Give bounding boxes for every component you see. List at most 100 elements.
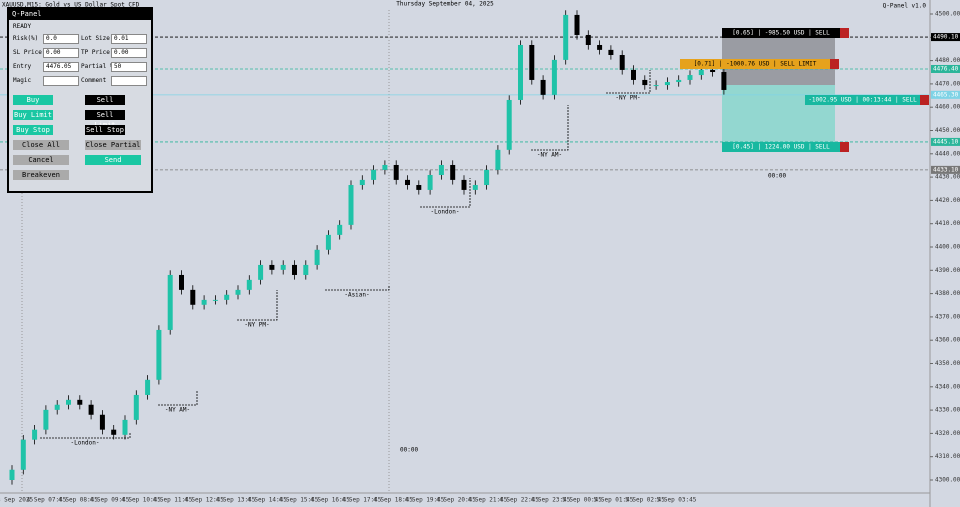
day-marker: 00:00 [768,173,786,180]
candle-body [66,399,71,405]
x-tick-label: 5 Sep 01:45 [594,497,634,504]
field-input[interactable]: 0.00 [43,48,79,58]
y-tick-label: 4480.00 [935,57,960,64]
candle-body [529,44,535,80]
candle-body [337,224,343,235]
field-label: Magic [13,77,32,84]
candle-body [382,164,388,170]
field-input[interactable]: 4476.05 [43,62,79,72]
session-label: -NY AM- [165,407,190,414]
x-tick-label: 4 Sep 10:45 [121,497,161,504]
y-tick-label: 4400.00 [935,244,960,251]
candle-body [325,234,331,250]
candle-body [721,72,727,90]
panel-button[interactable]: Sell Stop [85,125,125,135]
candle-body [77,399,83,405]
y-tick-label: 4340.00 [935,383,960,390]
candle-body [461,179,467,190]
close-trade[interactable] [840,28,849,38]
candle-body [224,294,230,300]
price-tag-label: 4445.10 [933,138,959,145]
candle-body [9,469,15,480]
candle-body [551,59,557,95]
session-label: -London- [71,440,100,447]
panel-button[interactable]: Close Partial [85,140,141,150]
q-panel: Q-Panel READY Risk(%) 0.0 Lot Size 0.01 SL P… [7,7,153,193]
day-marker: 00:00 [400,447,418,454]
x-tick-label: 5 Sep 02:45 [625,497,665,504]
y-tick-label: 4410.00 [935,220,960,227]
x-tick-label: 4 Sep 13:45 [216,497,256,504]
candle-body [54,404,60,410]
x-tick-label: 4 Sep 22:45 [499,497,539,504]
field-input[interactable] [43,76,79,86]
panel-button[interactable]: Sell Limit [85,110,125,129]
x-tick-label: 4 Sep 11:45 [153,497,193,504]
candle-body [393,164,399,180]
candle-body [88,404,94,415]
session-label: -NY PM- [615,95,640,102]
panel-button[interactable]: Send [85,155,141,165]
field-input[interactable]: 0.01 [111,34,147,44]
panel-button[interactable]: Buy [13,95,53,105]
panel-button[interactable]: Close All [13,140,69,150]
x-tick-label: 5 Sep 00:45 [562,497,602,504]
symbol-title: XAUUSD,M15: Gold vs US Dollar Spot CFD [2,2,140,9]
price-tag-label: 4490.10 [933,34,959,41]
indicator-name: Q-Panel v1.0 [883,3,927,10]
price-tag [931,33,960,42]
candle-body [269,264,275,270]
x-tick-label: 4 Sep 20:45 [436,497,476,504]
price-tag [931,90,960,99]
field-input[interactable]: 0.0 [43,34,79,44]
x-tick-label: 4 Sep 18:45 [373,497,413,504]
close-trade[interactable] [840,142,849,152]
candle-body [145,379,151,395]
session-box [325,286,390,291]
y-tick-label: 4420.00 [935,197,960,204]
x-tick-label: 4 Sep 15:45 [279,497,319,504]
y-tick-label: 4360.00 [935,337,960,344]
panel-button[interactable]: Sell [85,95,125,105]
candle-body [574,14,580,35]
y-tick-label: 4390.00 [935,267,960,274]
trade-label-bg [722,28,840,38]
field-label: TP Price [81,49,110,56]
panel-button[interactable]: Buy Limit [13,110,53,120]
panel-title: Q-Panel [9,9,151,20]
x-tick-label: 4 Sep 14:45 [247,497,287,504]
price-tag [931,165,960,174]
field-label: Risk(%) [13,35,39,42]
field-input[interactable]: 0.00 [111,48,147,58]
trade-label: [0.45] | 1224.00 USD | SELL [732,144,830,151]
candle-body [642,79,648,86]
price-tag-label: 4433.10 [933,166,959,173]
candle-body [405,179,410,186]
candle-body [631,69,636,80]
candle-body [585,34,591,45]
candle-body [664,82,670,86]
candle-body [608,49,614,56]
candle-body [427,175,433,190]
panel-button[interactable]: Buy Stop [13,125,53,135]
candle-body [484,169,490,186]
candle-body [314,249,320,265]
y-tick-label: 4460.00 [935,104,960,111]
candle-body [698,69,704,76]
panel-button[interactable]: Cancel [13,155,69,165]
field-label: Entry [13,63,32,70]
status: READY [13,23,32,30]
trade-label: [0.65] | -985.50 USD | SELL [732,30,830,37]
session-label: -London- [431,209,460,216]
panel-button[interactable]: Breakeven [13,170,69,180]
field-input[interactable] [111,76,147,86]
candle-body [359,179,365,186]
close-trade[interactable] [920,95,929,105]
trade-label-bg [722,142,840,152]
field-input[interactable]: 50 [111,62,147,72]
candle-body [597,44,603,50]
x-tick-label: 4 Sep 23:45 [531,497,571,504]
x-tick-label: 4 Sep 08:45 [58,497,98,504]
close-trade[interactable] [830,59,839,69]
